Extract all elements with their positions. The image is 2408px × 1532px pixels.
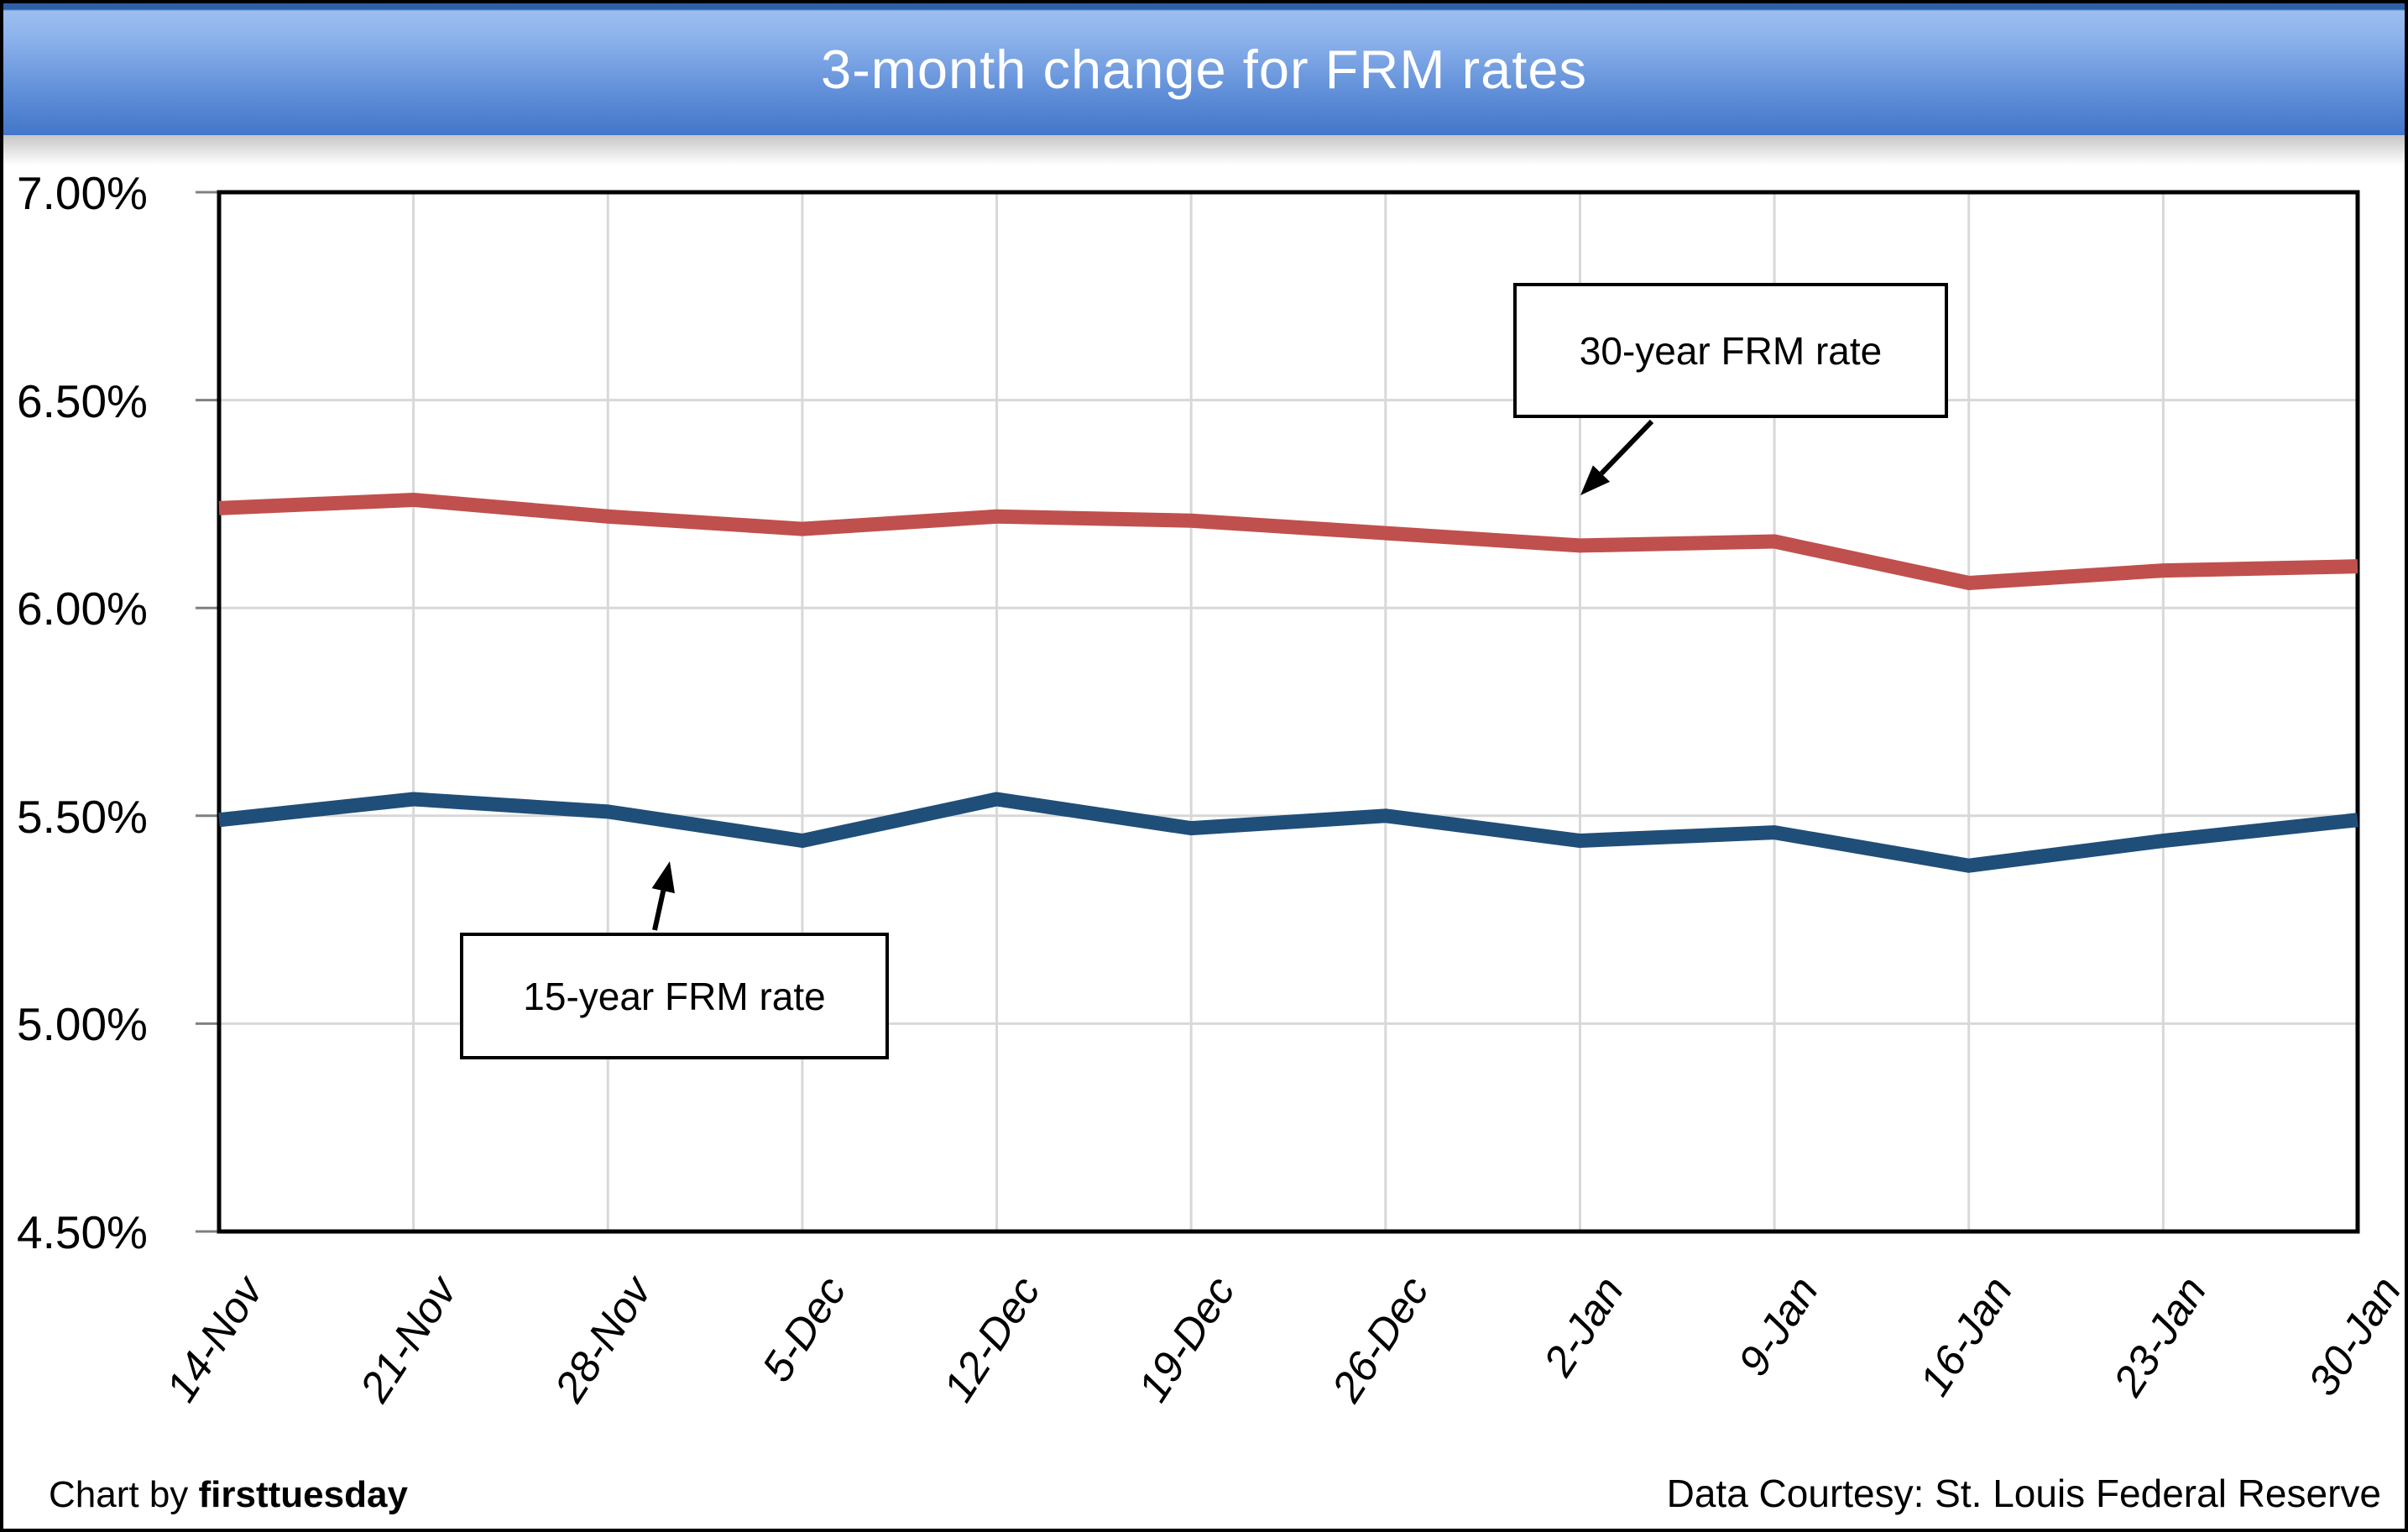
footer-credit-prefix: Chart by <box>49 1474 199 1515</box>
arrow-to-30-year-line-head <box>1580 465 1611 495</box>
chart-title: 3-month change for FRM rates <box>820 39 1588 100</box>
footer-data-source: Data Courtesy: St. Louis Federal Reserve <box>1666 1472 2381 1515</box>
series-line-15-year <box>218 792 2358 873</box>
arrow-to-15-year-line-shaft <box>652 890 666 931</box>
y-axis-tick-label: 5.00% <box>17 998 148 1051</box>
plot-background <box>219 192 2358 1231</box>
y-axis-tick-label: 5.50% <box>17 790 148 843</box>
footer-credit: Chart by firsttuesday <box>49 1474 408 1516</box>
annotation-15-year-label: 15-year FRM rate <box>523 974 826 1018</box>
series-line-30-year <box>218 492 2358 590</box>
arrow-to-15-year-line-head <box>651 861 675 894</box>
y-axis-tick-label: 7.00% <box>17 167 148 219</box>
plot-border <box>217 190 2360 1234</box>
y-axis-tick-label: 6.50% <box>17 374 148 427</box>
y-axis-tick-label: 6.00% <box>17 583 148 635</box>
arrow-to-30-year-line-shaft <box>1599 419 1654 476</box>
y-axis-tick-label: 4.50% <box>17 1206 148 1258</box>
annotation-box-15-year: 15-year FRM rate <box>460 933 889 1059</box>
footer-credit-brand: firsttuesday <box>198 1474 408 1515</box>
title-banner: 3-month change for FRM rates <box>3 3 2405 165</box>
annotation-box-30-year: 30-year FRM rate <box>1513 283 1948 418</box>
annotation-30-year-label: 30-year FRM rate <box>1579 328 1883 373</box>
